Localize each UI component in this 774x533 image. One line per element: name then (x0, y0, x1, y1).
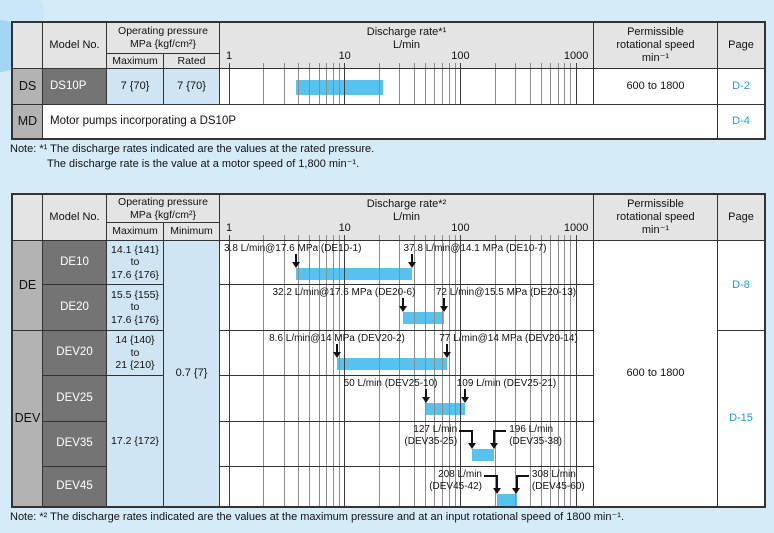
dev35-discharge-chart: 127 L/min (DEV35-25) 196 L/min (DEV35-38) (220, 422, 594, 467)
discharge-unit: L/min (393, 39, 420, 51)
header-blank-cell (13, 195, 43, 241)
header-model-no: Model No. (43, 195, 107, 241)
page-link-d2[interactable]: D-2 (718, 69, 764, 105)
note2-line1: Note: *² The discharge rates indicated a… (10, 511, 625, 523)
dev20-discharge-chart: 8.6 L/min@14 MPa (DEV20-2) 77 L/min@14 MP… (220, 331, 594, 376)
series-label-md: MD (13, 105, 43, 138)
ds10p-rated-pressure: 7 {70} (164, 69, 220, 105)
header-permissible-speed: Permissible rotational speed min⁻¹ (594, 23, 718, 69)
header-discharge-rate: Discharge rate*¹ L/min 1 10 100 1000 (220, 23, 594, 69)
de10-discharge-chart: 3.8 L/min@17.6 MPa (DE10-1) 37.8 L/min@14… (220, 241, 594, 285)
discharge-title: Discharge rate*¹ (366, 26, 447, 38)
dev20-max-pressure: 14 {140} to 21 {210} (107, 331, 164, 376)
discharge-title: Discharge rate*² (366, 198, 447, 210)
model-dev45: DEV45 (43, 467, 107, 506)
header-rated: Rated (164, 54, 220, 69)
header-discharge-rate: Discharge rate*² L/min 1 10 100 1000 (220, 195, 594, 241)
de20-discharge-chart: 32.2 L/min@17.6 MPa (DE20-6) 72 L/min@15.… (220, 285, 594, 331)
md-description: Motor pumps incorporating a DS10P (43, 105, 718, 138)
page-link-d4[interactable]: D-4 (732, 114, 750, 127)
discharge-unit: L/min (393, 211, 420, 223)
header-minimum: Minimum (164, 223, 220, 241)
header-page: Page (718, 23, 764, 69)
header-permissible-speed: Permissible rotational speed min⁻¹ (594, 195, 718, 241)
ds10p-speed: 600 to 1800 (594, 69, 718, 105)
model-de20: DE20 (43, 285, 107, 331)
model-dev25: DEV25 (43, 376, 107, 422)
de-dev-series-table: Model No. Operating pressure MPa {kgf/cm… (11, 193, 766, 508)
de10-max-pressure: 14.1 {141} to 17.6 {176} (107, 241, 164, 285)
header-maximum: Maximum (107, 54, 164, 69)
model-dev35: DEV35 (43, 422, 107, 467)
de20-max-pressure: 15.5 {155} to 17.6 {176} (107, 285, 164, 331)
header-operating-pressure: Operating pressure MPa {kgf/cm²} (107, 23, 220, 54)
model-dev20: DEV20 (43, 331, 107, 376)
series-label-ds: DS (13, 69, 43, 105)
dev25-discharge-chart: 50 L/min (DEV25-10) 109 L/min (DEV25-21) (220, 376, 594, 422)
note1-line1: Note: *¹ The discharge rates indicated a… (10, 143, 375, 155)
header-operating-pressure: Operating pressure MPa {kgf/cm²} (107, 195, 220, 223)
page-link-d8[interactable]: D-8 (718, 241, 764, 331)
ds10p-max-pressure: 7 {70} (107, 69, 164, 105)
model-de10: DE10 (43, 241, 107, 285)
header-blank-cell (13, 23, 43, 69)
page-link-d15[interactable]: D-15 (729, 411, 753, 424)
header-page: Page (718, 195, 764, 241)
ds-series-table: Model No. Operating pressure MPa {kgf/cm… (11, 21, 766, 140)
min-pressure: 0.7 {7} (164, 241, 220, 506)
dev45-discharge-chart: 208 L/min (DEV45-42) 308 L/min (DEV45-60) (220, 467, 594, 506)
header-model-no: Model No. (43, 23, 107, 69)
note-2: Note: *² The discharge rates indicated a… (10, 510, 624, 525)
dev25-45-max-pressure: 17.2 {172} (107, 376, 164, 506)
header-maximum: Maximum (107, 223, 164, 241)
ds10p-discharge-chart (220, 69, 594, 105)
note1-line2: The discharge rate is the value at a mot… (47, 157, 360, 170)
series-label-dev: DEV (13, 331, 43, 506)
series-label-de: DE (13, 241, 43, 331)
note-1: Note: *¹ The discharge rates indicated a… (10, 142, 374, 172)
de-dev-speed: 600 to 1800 (594, 241, 718, 506)
model-ds10p: DS10P (43, 69, 107, 105)
